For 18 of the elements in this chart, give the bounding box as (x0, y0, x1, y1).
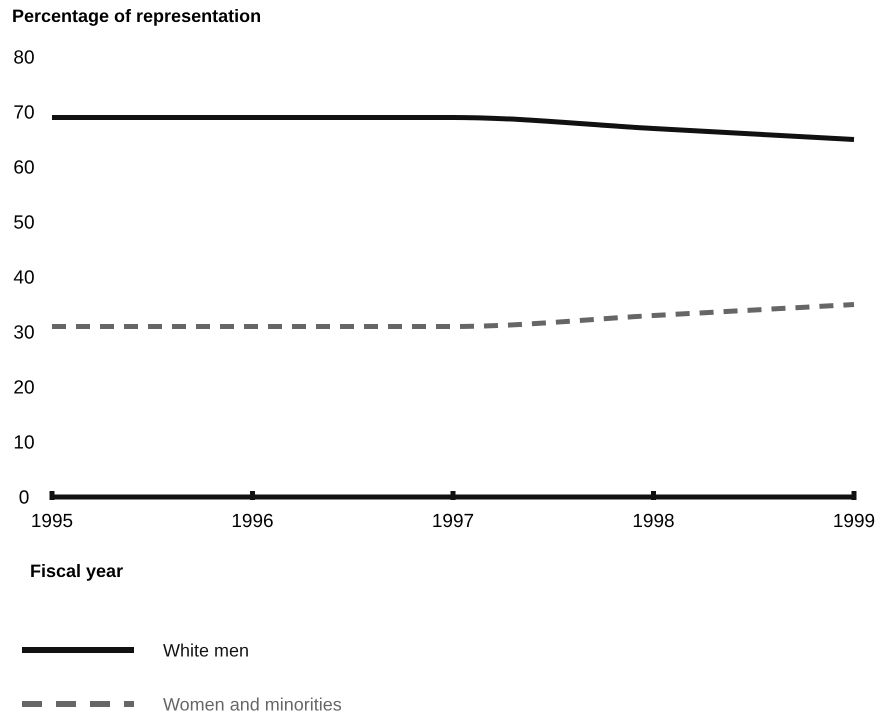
x-tick-label: 1998 (632, 511, 675, 532)
text: White men (163, 640, 250, 660)
x-tick-label: 1996 (231, 511, 274, 532)
y-tick-label: 60 (13, 158, 35, 179)
y-tick-label: 20 (13, 378, 35, 399)
x-tick-label: 1997 (432, 511, 474, 532)
x-tick-label: 1995 (30, 511, 74, 532)
y-tick-label: 30 (13, 322, 35, 344)
y-tick-label: 50 (13, 212, 35, 234)
y-tick-label: 40 (13, 268, 35, 289)
x-tick-label: 1999 (832, 511, 876, 532)
y-tick-label: 80 (13, 48, 35, 69)
y-tick-label: 10 (13, 432, 35, 454)
x-axis-title: Fiscal year (30, 561, 124, 581)
y-axis-title: Percentage of representation (12, 6, 262, 26)
y-tick-label: 0 (18, 488, 30, 509)
text: Women and minorities (163, 694, 342, 714)
y-tick-label: 70 (13, 102, 35, 124)
